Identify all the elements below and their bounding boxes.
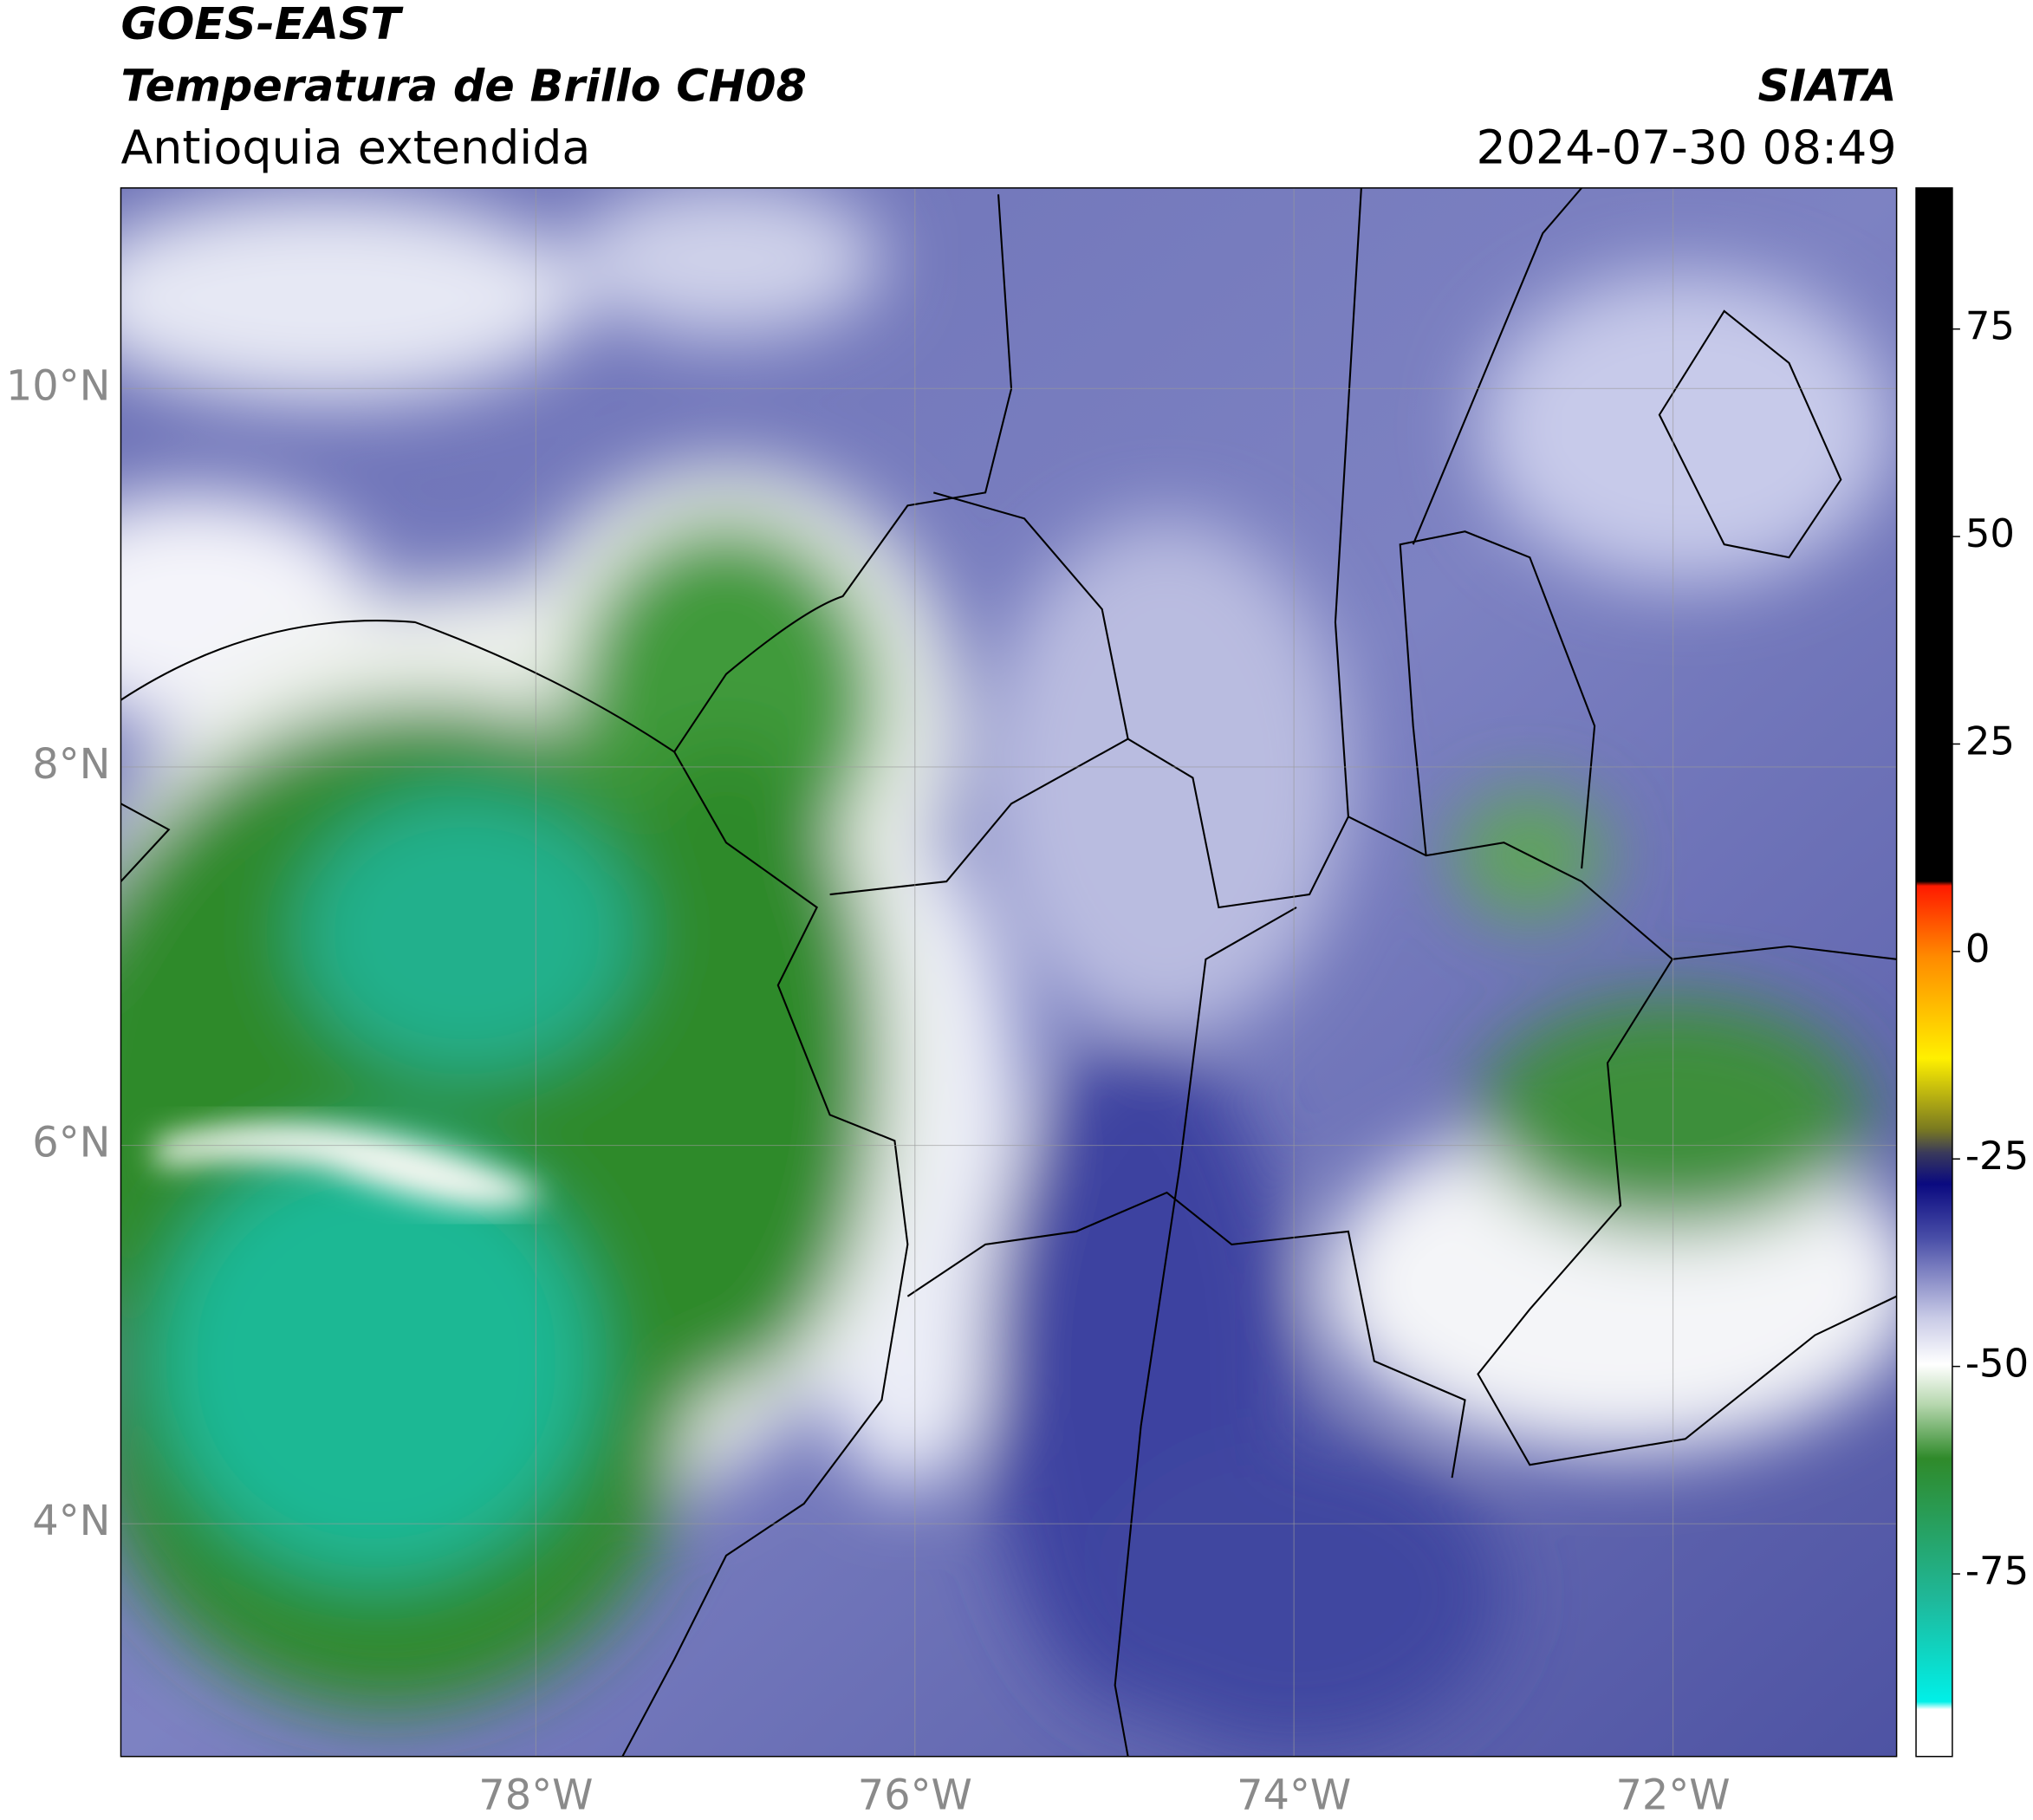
subtitle: Temperatura de Brillo CH08 bbox=[120, 61, 806, 112]
cloud-field bbox=[120, 187, 1897, 1751]
agency: SIATA bbox=[1757, 61, 1896, 112]
cloud-band bbox=[155, 1123, 545, 1207]
colorbar-tick-label: 75 bbox=[1965, 303, 2015, 349]
colorbar-tick-label: 0 bbox=[1965, 926, 1991, 972]
lat-tick-label: 4°N bbox=[32, 1498, 110, 1545]
map bbox=[120, 187, 1897, 1757]
lat-tick-label: 10°N bbox=[6, 362, 111, 410]
colorbar-tick-label: 50 bbox=[1965, 510, 2015, 556]
grid bbox=[120, 187, 1897, 1757]
colorbar-tick-label: -75 bbox=[1965, 1548, 2029, 1594]
colorbar-tick-label: 25 bbox=[1965, 718, 2015, 764]
title: GOES-EAST bbox=[120, 0, 404, 49]
region: Antioquia extendida bbox=[120, 120, 590, 174]
map-frame bbox=[120, 187, 1898, 1758]
lat-tick-label: 8°N bbox=[32, 741, 110, 789]
lon-tick-label: 74°W bbox=[1237, 1772, 1351, 1820]
colorbar-tick-label: -50 bbox=[1965, 1341, 2029, 1387]
lon-tick-label: 78°W bbox=[478, 1772, 593, 1820]
datetime: 2024-07-30 08:49 bbox=[1477, 120, 1897, 174]
borders bbox=[120, 187, 1897, 1757]
colorbar bbox=[1915, 187, 1953, 1758]
colorbar-tick-label: -25 bbox=[1965, 1133, 2029, 1179]
lon-tick-label: 76°W bbox=[858, 1772, 972, 1820]
lon-tick-label: 72°W bbox=[1615, 1772, 1730, 1820]
lat-tick-label: 6°N bbox=[32, 1120, 110, 1167]
